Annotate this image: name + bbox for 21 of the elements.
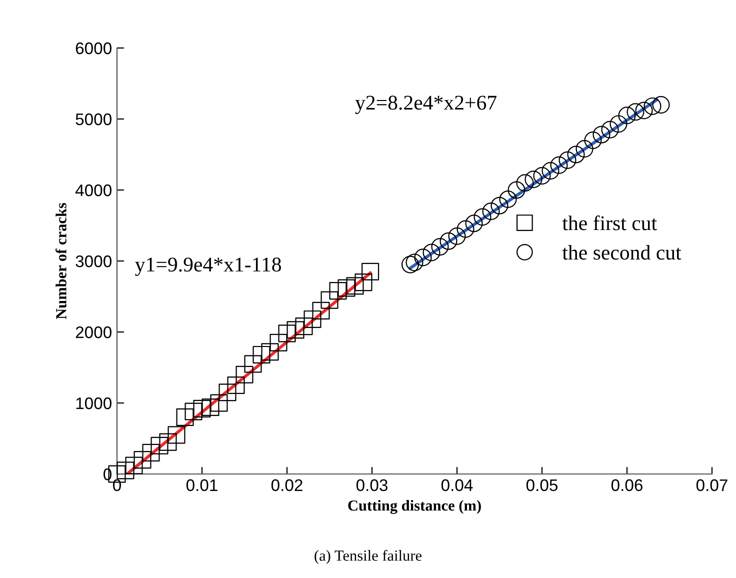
y-tick-label: 2000 — [76, 326, 112, 338]
x-tick-label: 0.02 — [271, 479, 302, 492]
annotation: y1=9.9e4*x1-118 — [135, 258, 281, 276]
legend-label: the second cut — [562, 245, 682, 260]
x-tick-label: 0.06 — [611, 479, 642, 492]
x-tick-label: 0.07 — [696, 479, 728, 492]
y-tick-label: 4000 — [75, 184, 112, 196]
y-tick-label: 3000 — [76, 255, 112, 268]
x-tick-label: 0 — [113, 479, 121, 492]
y-tick-label: 5000 — [76, 113, 112, 126]
y-axis-title: Number of cracks — [56, 202, 66, 320]
legend-label: the first cut — [562, 215, 657, 230]
x-tick-label: 0.04 — [441, 479, 473, 492]
text: (a) Tensile failure — [314, 550, 422, 564]
x-axis-title: Cutting distance (m) — [348, 500, 481, 514]
x-tick-label: 0.05 — [526, 479, 558, 492]
x-tick-label: 0.01 — [186, 479, 218, 492]
y-tick-label: 6000 — [76, 42, 112, 54]
y-tick-label: 1000 — [76, 397, 112, 410]
x-tick-label: 0.03 — [356, 479, 388, 492]
annotation: y2=8.2e4*x2+67 — [355, 96, 497, 114]
